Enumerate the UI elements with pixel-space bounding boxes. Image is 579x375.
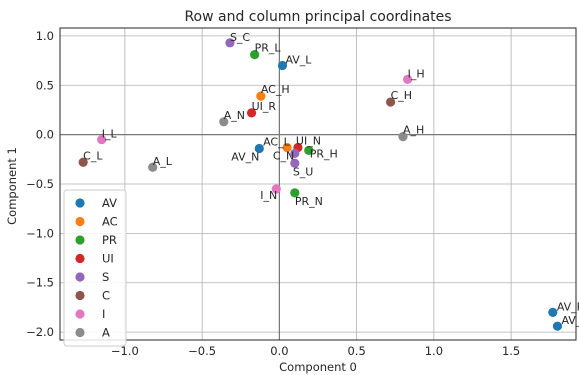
legend-marker [75,216,85,227]
point-label: C_N [273,149,294,162]
legend-marker [75,309,85,319]
data-point-c-l [78,157,88,167]
point-label: A_H [403,124,424,137]
point-label: C_L [83,149,103,162]
data-point-pr-h [304,145,314,156]
data-point-s-u [290,158,300,168]
point-label: AV_L [285,54,312,67]
legend-marker [75,290,85,301]
data-point-av-n [254,143,264,154]
data-point-s-c [225,38,235,48]
point-label: AC_H [261,83,290,96]
data-point-i-l [97,134,107,145]
x-tick-label: 0.5 [347,344,365,358]
y-tick-label: 1.0 [36,29,54,43]
data-point-a-n [219,117,229,127]
x-tick-label: 1.5 [502,344,520,358]
data-point-pr-l [250,50,260,60]
point-label: AV_N [231,150,259,163]
data-point-av- [552,321,563,331]
data-point-ac-h [256,91,266,101]
point-label: AV_P [557,300,579,313]
point-label: A_L [153,155,173,168]
data-point-ac-l [282,142,292,153]
plot-frame [59,27,577,341]
data-point-a-h [398,132,408,142]
y-tick-label: −0.5 [26,177,54,191]
data-point-c-n [290,148,300,158]
point-label: PR_N [295,195,323,208]
legend-entry: S [102,270,109,284]
point-label: S_U [293,165,314,178]
y-tick-label: −2.0 [26,325,54,339]
legend-entry: PR [102,233,117,247]
data-point-a-l [148,162,158,172]
legend-marker [75,327,85,338]
point-label: C_H [391,89,412,102]
legend-entry: AV [102,196,117,210]
legend-entry: C [102,289,110,303]
legend-marker [75,235,85,245]
y-tick-label: 0.5 [36,78,54,92]
x-tick-label: −1.0 [111,344,139,358]
data-point-av-l [277,60,288,71]
data-point-pr-n [290,188,300,198]
point-label: S_C [230,31,250,44]
point-label: AC_L [263,135,291,148]
y-tick-label: 0.0 [36,128,54,142]
legend-entry: AC [102,215,118,229]
legend-marker [75,198,85,208]
data-point-i-h [403,74,413,84]
point-label: AV_ [561,314,579,327]
point-label: I_H [408,67,425,80]
x-tick-label: −0.5 [188,344,216,358]
legend-entry: A [102,326,110,340]
legend-marker [75,253,85,264]
plot-area: −1.0 −0.5 0.0 0.5 1.0 1.5 −2.0 −1.5 −1.0 −0.5 0.0 0… [26,27,579,358]
data-point-i-n [271,184,281,194]
point-label: I_L [102,128,118,141]
legend-entry: I [102,307,105,321]
legend-marker [75,272,85,282]
point-label: A_N [224,109,245,122]
y-axis-label: Component 1 [5,147,19,225]
point-label: UI_R [252,100,277,113]
x-tick-label: 1.0 [425,344,443,358]
point-label: PR_H [310,147,338,160]
legend-entry: UI [102,252,114,266]
y-tick-label: −1.0 [26,226,54,240]
point-label: PR_L [255,42,282,55]
data-point-av-p [548,307,558,317]
chart-title: Row and column principal coordinates [184,9,451,25]
data-point-ui-r [246,108,257,118]
legend-box [63,189,127,347]
data-point-c-h [386,97,396,107]
x-axis-label: Component 0 [279,360,357,374]
x-tick-label: 0.0 [270,344,288,358]
point-label: UI_N [296,134,321,147]
point-label: I_N [260,189,277,202]
y-tick-label: −1.5 [26,276,54,290]
